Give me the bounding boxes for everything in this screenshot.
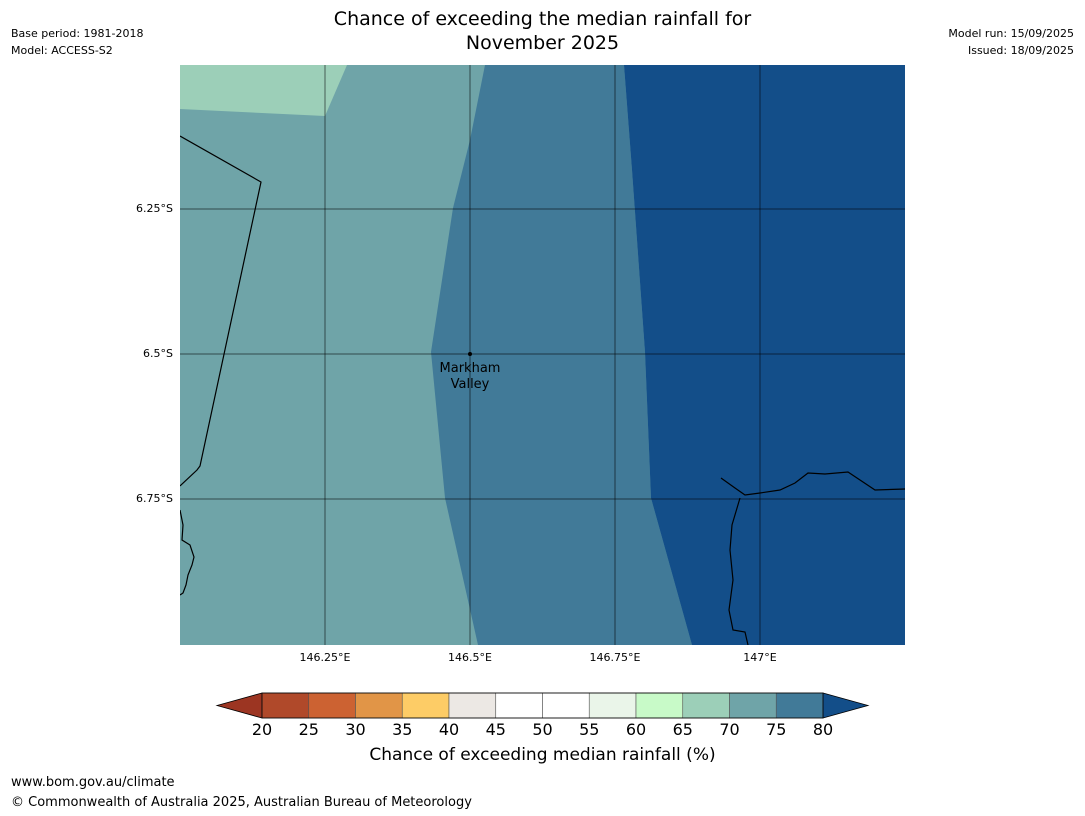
coastline-east: [720, 471, 905, 496]
model-run-date: Model run: 15/09/2025: [948, 27, 1074, 40]
lat-label: 6.5°S: [143, 347, 173, 360]
place-label-1: Markham: [440, 361, 501, 376]
colorbar-segment: [775, 692, 824, 719]
colorbar-segment: [682, 692, 730, 719]
colorbar-tick-label: 65: [672, 720, 693, 739]
colorbar-frame: [261, 692, 824, 719]
colorbar-extend-under: [215, 692, 263, 719]
base-period-info: Base period: 1981-2018 Model: ACCESS-S2: [11, 25, 143, 59]
colorbar-label: Chance of exceeding median rainfall (%): [369, 745, 716, 765]
lon-label: 146.5°E: [448, 651, 492, 664]
coastline-west: [180, 509, 195, 596]
copyright: © Commonwealth of Australia 2025, Austra…: [11, 795, 472, 810]
lon-label: 146.25°E: [299, 651, 351, 664]
region-above-80: [624, 65, 905, 645]
lon-label: 146.75°E: [589, 651, 641, 664]
lat-label: 6.75°S: [136, 492, 173, 505]
colorbar-tick-label: 70: [719, 720, 740, 739]
colorbar-segment: [401, 692, 450, 719]
rainfall-map: Markham Valley: [180, 65, 905, 645]
colorbar-tick-label: 30: [345, 720, 366, 739]
region-65-70: [180, 65, 347, 116]
lon-label: 147°E: [743, 651, 777, 664]
colorbar-tick-label: 55: [579, 720, 600, 739]
colorbar-segment: [542, 692, 590, 719]
region-75-80: [431, 65, 692, 645]
title-line-2: November 2025: [465, 32, 620, 54]
place-marker: [468, 352, 472, 356]
graticule: [180, 65, 905, 645]
lat-label: 6.25°S: [136, 202, 173, 215]
colorbar-segment: [448, 692, 497, 719]
colorbar-tick-label: 80: [812, 720, 834, 739]
colorbar-segment: [729, 692, 777, 719]
colorbar-tick-label: 45: [485, 720, 506, 739]
colorbar-segment: [588, 692, 637, 719]
model-name: Model: ACCESS-S2: [11, 44, 113, 57]
colorbar-extend-over: [822, 692, 870, 719]
colorbar-segment: [308, 692, 356, 719]
province-border: [180, 135, 262, 487]
colorbar-tick-label: 60: [625, 720, 647, 739]
colorbar-tick-label: 50: [532, 720, 553, 739]
colorbar-tick-label: 20: [251, 720, 273, 739]
colorbar-segment: [635, 692, 684, 719]
river-coast: [728, 497, 749, 645]
colorbar-tick-label: 25: [298, 720, 319, 739]
chart-title: Chance of exceeding the median rainfall …: [0, 7, 1085, 55]
title-line-1: Chance of exceeding the median rainfall …: [333, 8, 752, 30]
colorbar: [215, 692, 870, 719]
source-url: www.bom.gov.au/climate: [11, 775, 175, 790]
base-period: Base period: 1981-2018: [11, 27, 144, 40]
colorbar-segment: [495, 692, 543, 719]
colorbar-segment: [261, 692, 310, 719]
issued-date: Issued: 18/09/2025: [967, 44, 1074, 57]
colorbar-segment: [355, 692, 403, 719]
place-label-2: Valley: [451, 377, 490, 392]
colorbar-tick-label: 35: [392, 720, 413, 739]
run-info: Model run: 15/09/2025 Issued: 18/09/2025: [948, 25, 1074, 59]
colorbar-tick-label: 75: [766, 720, 787, 739]
colorbar-tick-label: 40: [438, 720, 460, 739]
